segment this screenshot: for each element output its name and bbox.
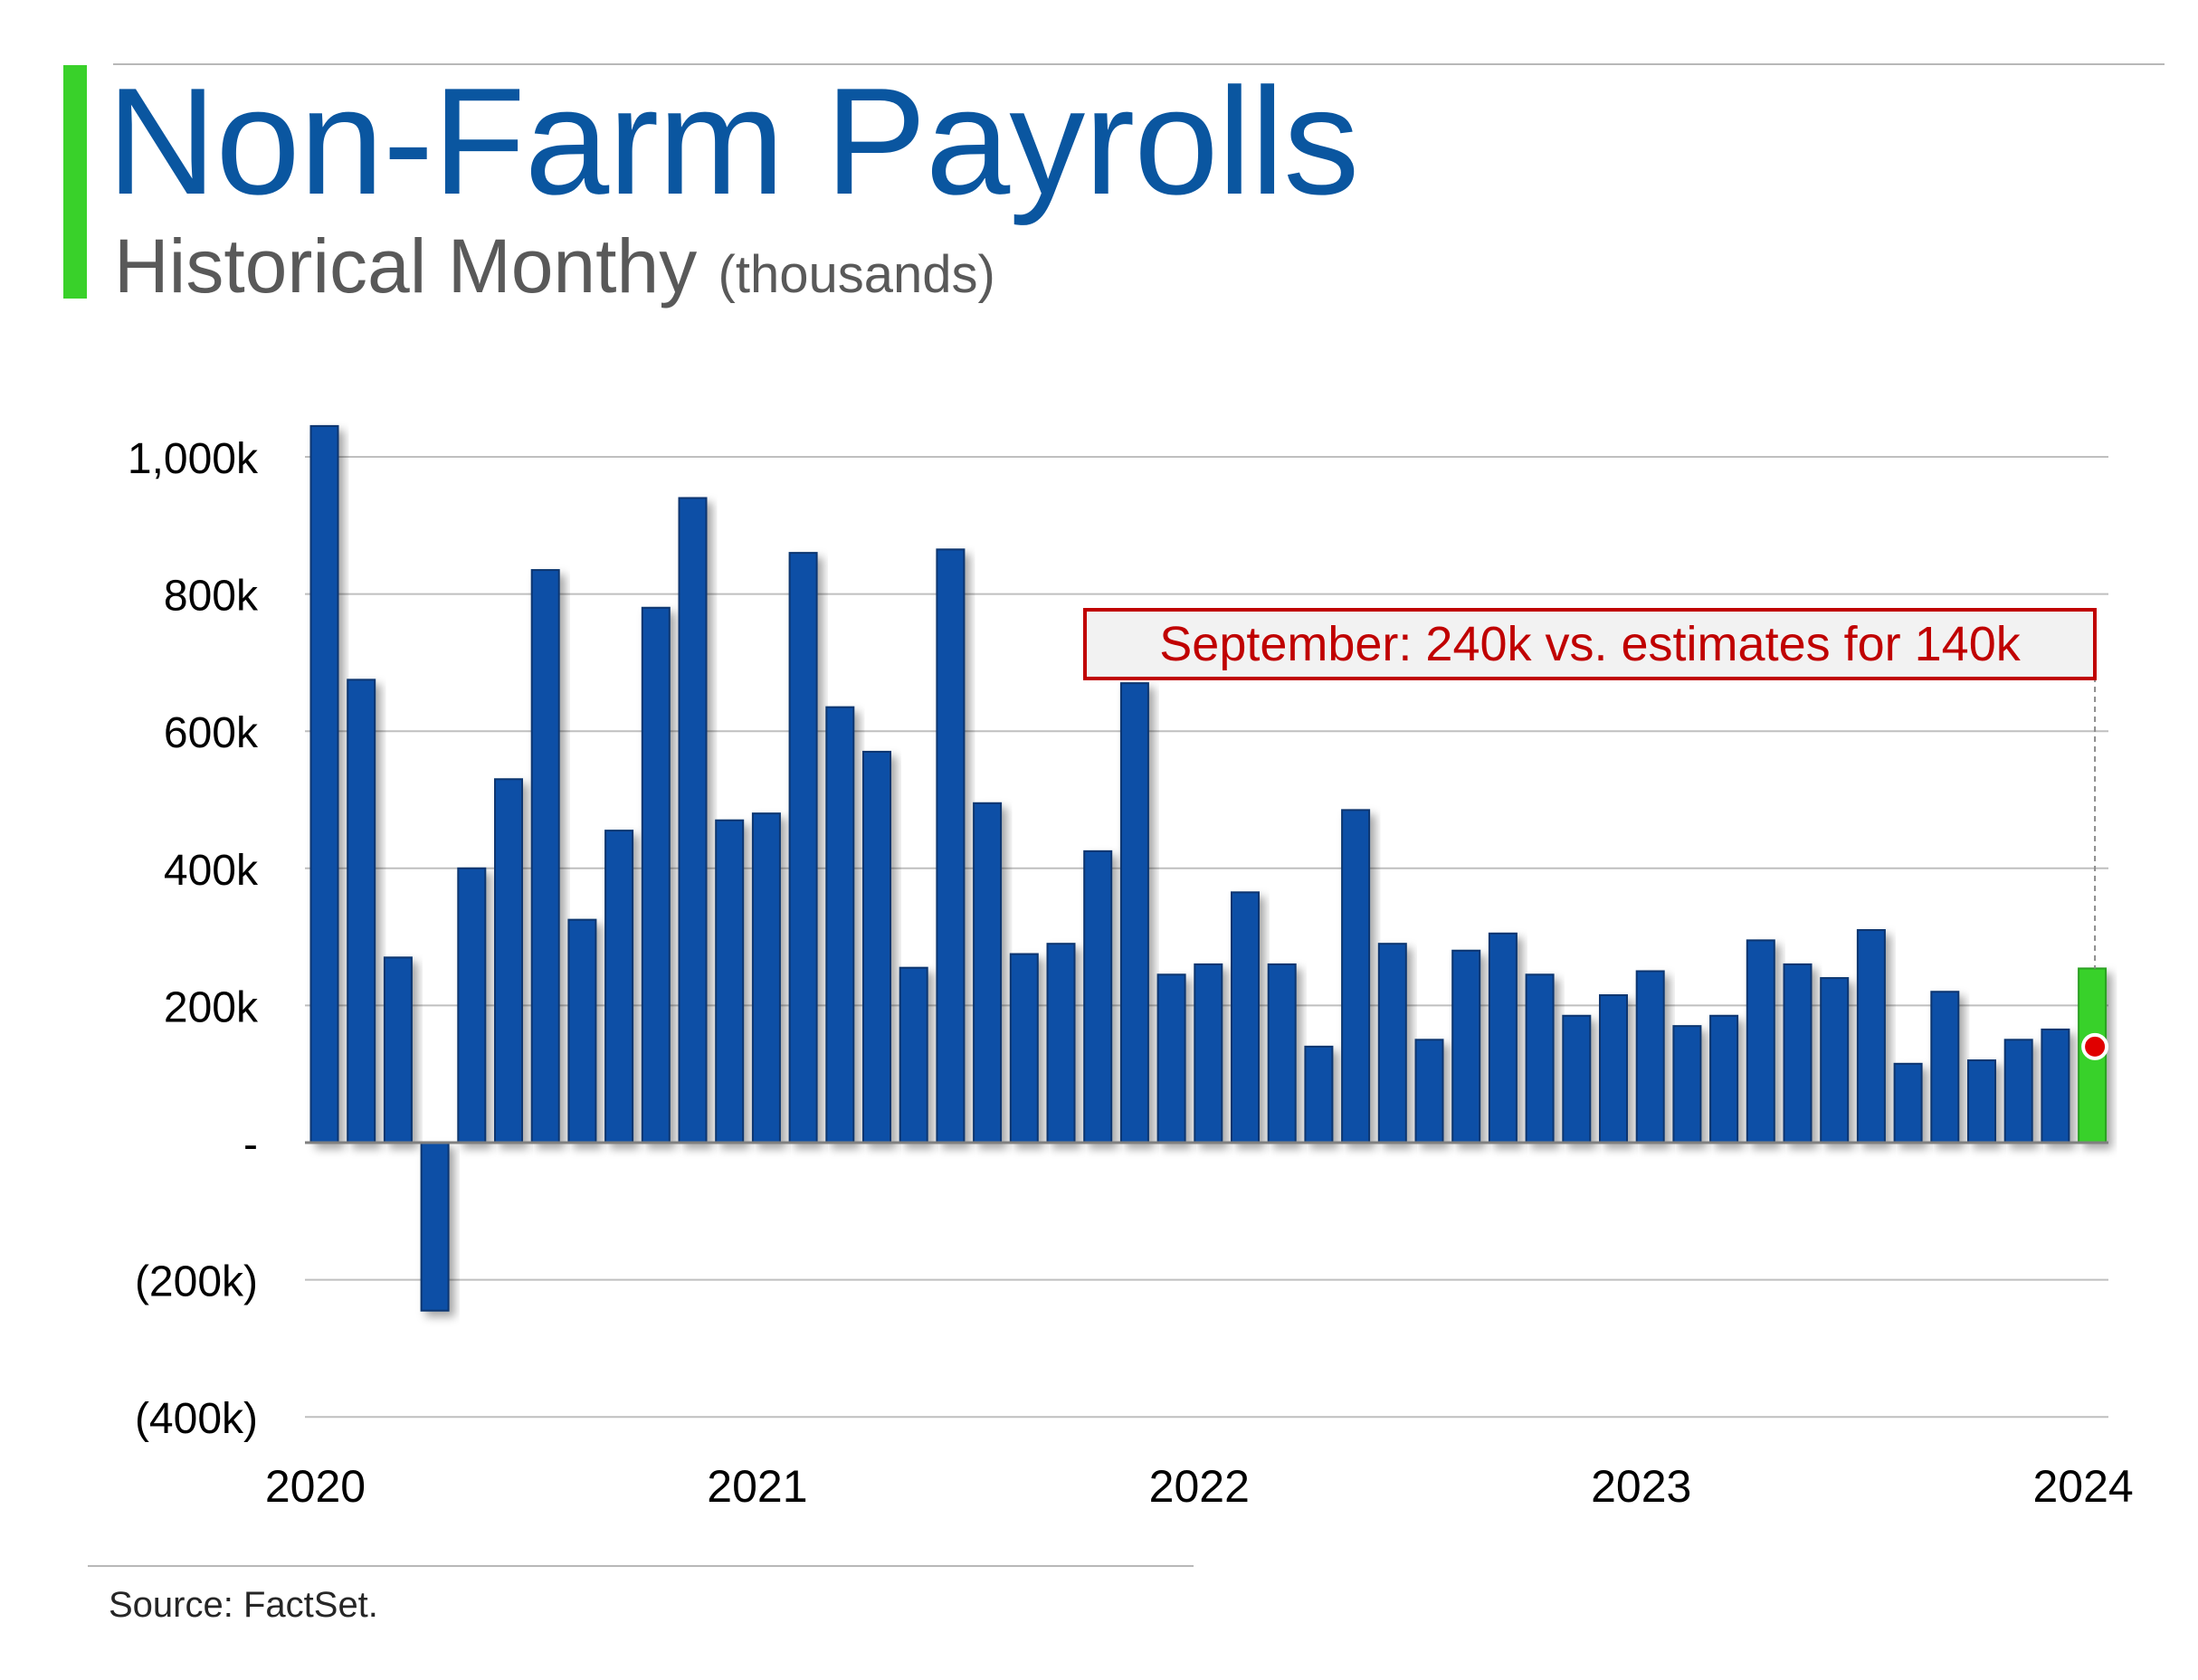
bar [825,706,855,1144]
bar [1083,849,1113,1144]
x-axis-labels: 2020 2021 2022 2023 2024 [265,1461,2134,1512]
bar [309,424,339,1144]
bar [1267,963,1297,1144]
x-tick-label: 2024 [2032,1461,2133,1512]
bar [973,802,1003,1144]
y-axis-labels: 1,000k 800k 600k 400k 200k - (200k) (400k) [128,435,259,1443]
bar [347,679,376,1144]
bar [567,918,597,1144]
bar [2003,1039,2033,1144]
bar [1672,1025,1702,1144]
bar [678,497,708,1144]
bar [1599,994,1628,1144]
x-tick-label: 2020 [265,1461,366,1512]
bar [1156,973,1186,1144]
bar [2041,1028,2070,1144]
bar [1746,939,1775,1144]
bar [1119,682,1149,1144]
bar [1488,932,1518,1144]
bar [751,812,781,1144]
bar [1414,1039,1444,1144]
bar [1341,809,1371,1144]
bar [1562,1014,1592,1144]
bar [1783,963,1813,1144]
y-tick-label: 800k [164,573,259,621]
bar [788,552,818,1144]
bar [1304,1045,1334,1144]
estimate-marker [2081,1032,2109,1060]
bar [457,867,487,1144]
x-tick-label: 2021 [707,1461,807,1512]
bar [1194,963,1223,1144]
source-divider [88,1565,1194,1567]
top-divider [113,63,2165,65]
y-tick-label: - [243,1121,258,1169]
page-subtitle: Historical Monthy (thousands) [114,228,995,304]
bar [530,569,560,1144]
bar [420,1142,450,1312]
bar [1525,973,1555,1144]
bar [1967,1059,1996,1144]
y-tick-label: (200k) [135,1258,258,1306]
bar [383,956,413,1144]
annotation-callout: September: 240k vs. estimates for 140k [1083,608,2097,680]
subtitle-unit: (thousands) [718,245,995,304]
y-tick-label: 600k [164,709,259,757]
bar [899,966,928,1144]
bar [494,778,523,1144]
y-tick-label: (400k) [135,1395,258,1443]
bar [641,606,671,1144]
bar [1377,943,1407,1144]
bar [1009,953,1039,1144]
subtitle-text: Historical Monthy [114,223,698,308]
bar [604,830,634,1144]
bar [1635,970,1665,1144]
bar [1820,977,1850,1144]
page-title: Non-Farm Payrolls [107,56,1359,226]
bars [309,424,2108,1312]
bar [1046,943,1076,1144]
bar [1893,1062,1923,1144]
annotation-overlay [2081,677,2109,1060]
source-note: Source: FactSet. [109,1585,378,1625]
bar [1231,891,1260,1144]
bar [862,750,891,1144]
y-tick-label: 200k [164,983,259,1031]
bar [715,819,745,1144]
bar [1709,1014,1739,1144]
x-tick-label: 2023 [1591,1461,1691,1512]
bar [1451,949,1481,1144]
bar [936,548,966,1144]
y-tick-label: 1,000k [128,435,259,483]
x-tick-label: 2022 [1149,1461,1250,1512]
y-tick-label: 400k [164,847,259,895]
bar [1856,929,1886,1144]
title-accent-bar [63,65,87,299]
bar [1930,991,1960,1144]
